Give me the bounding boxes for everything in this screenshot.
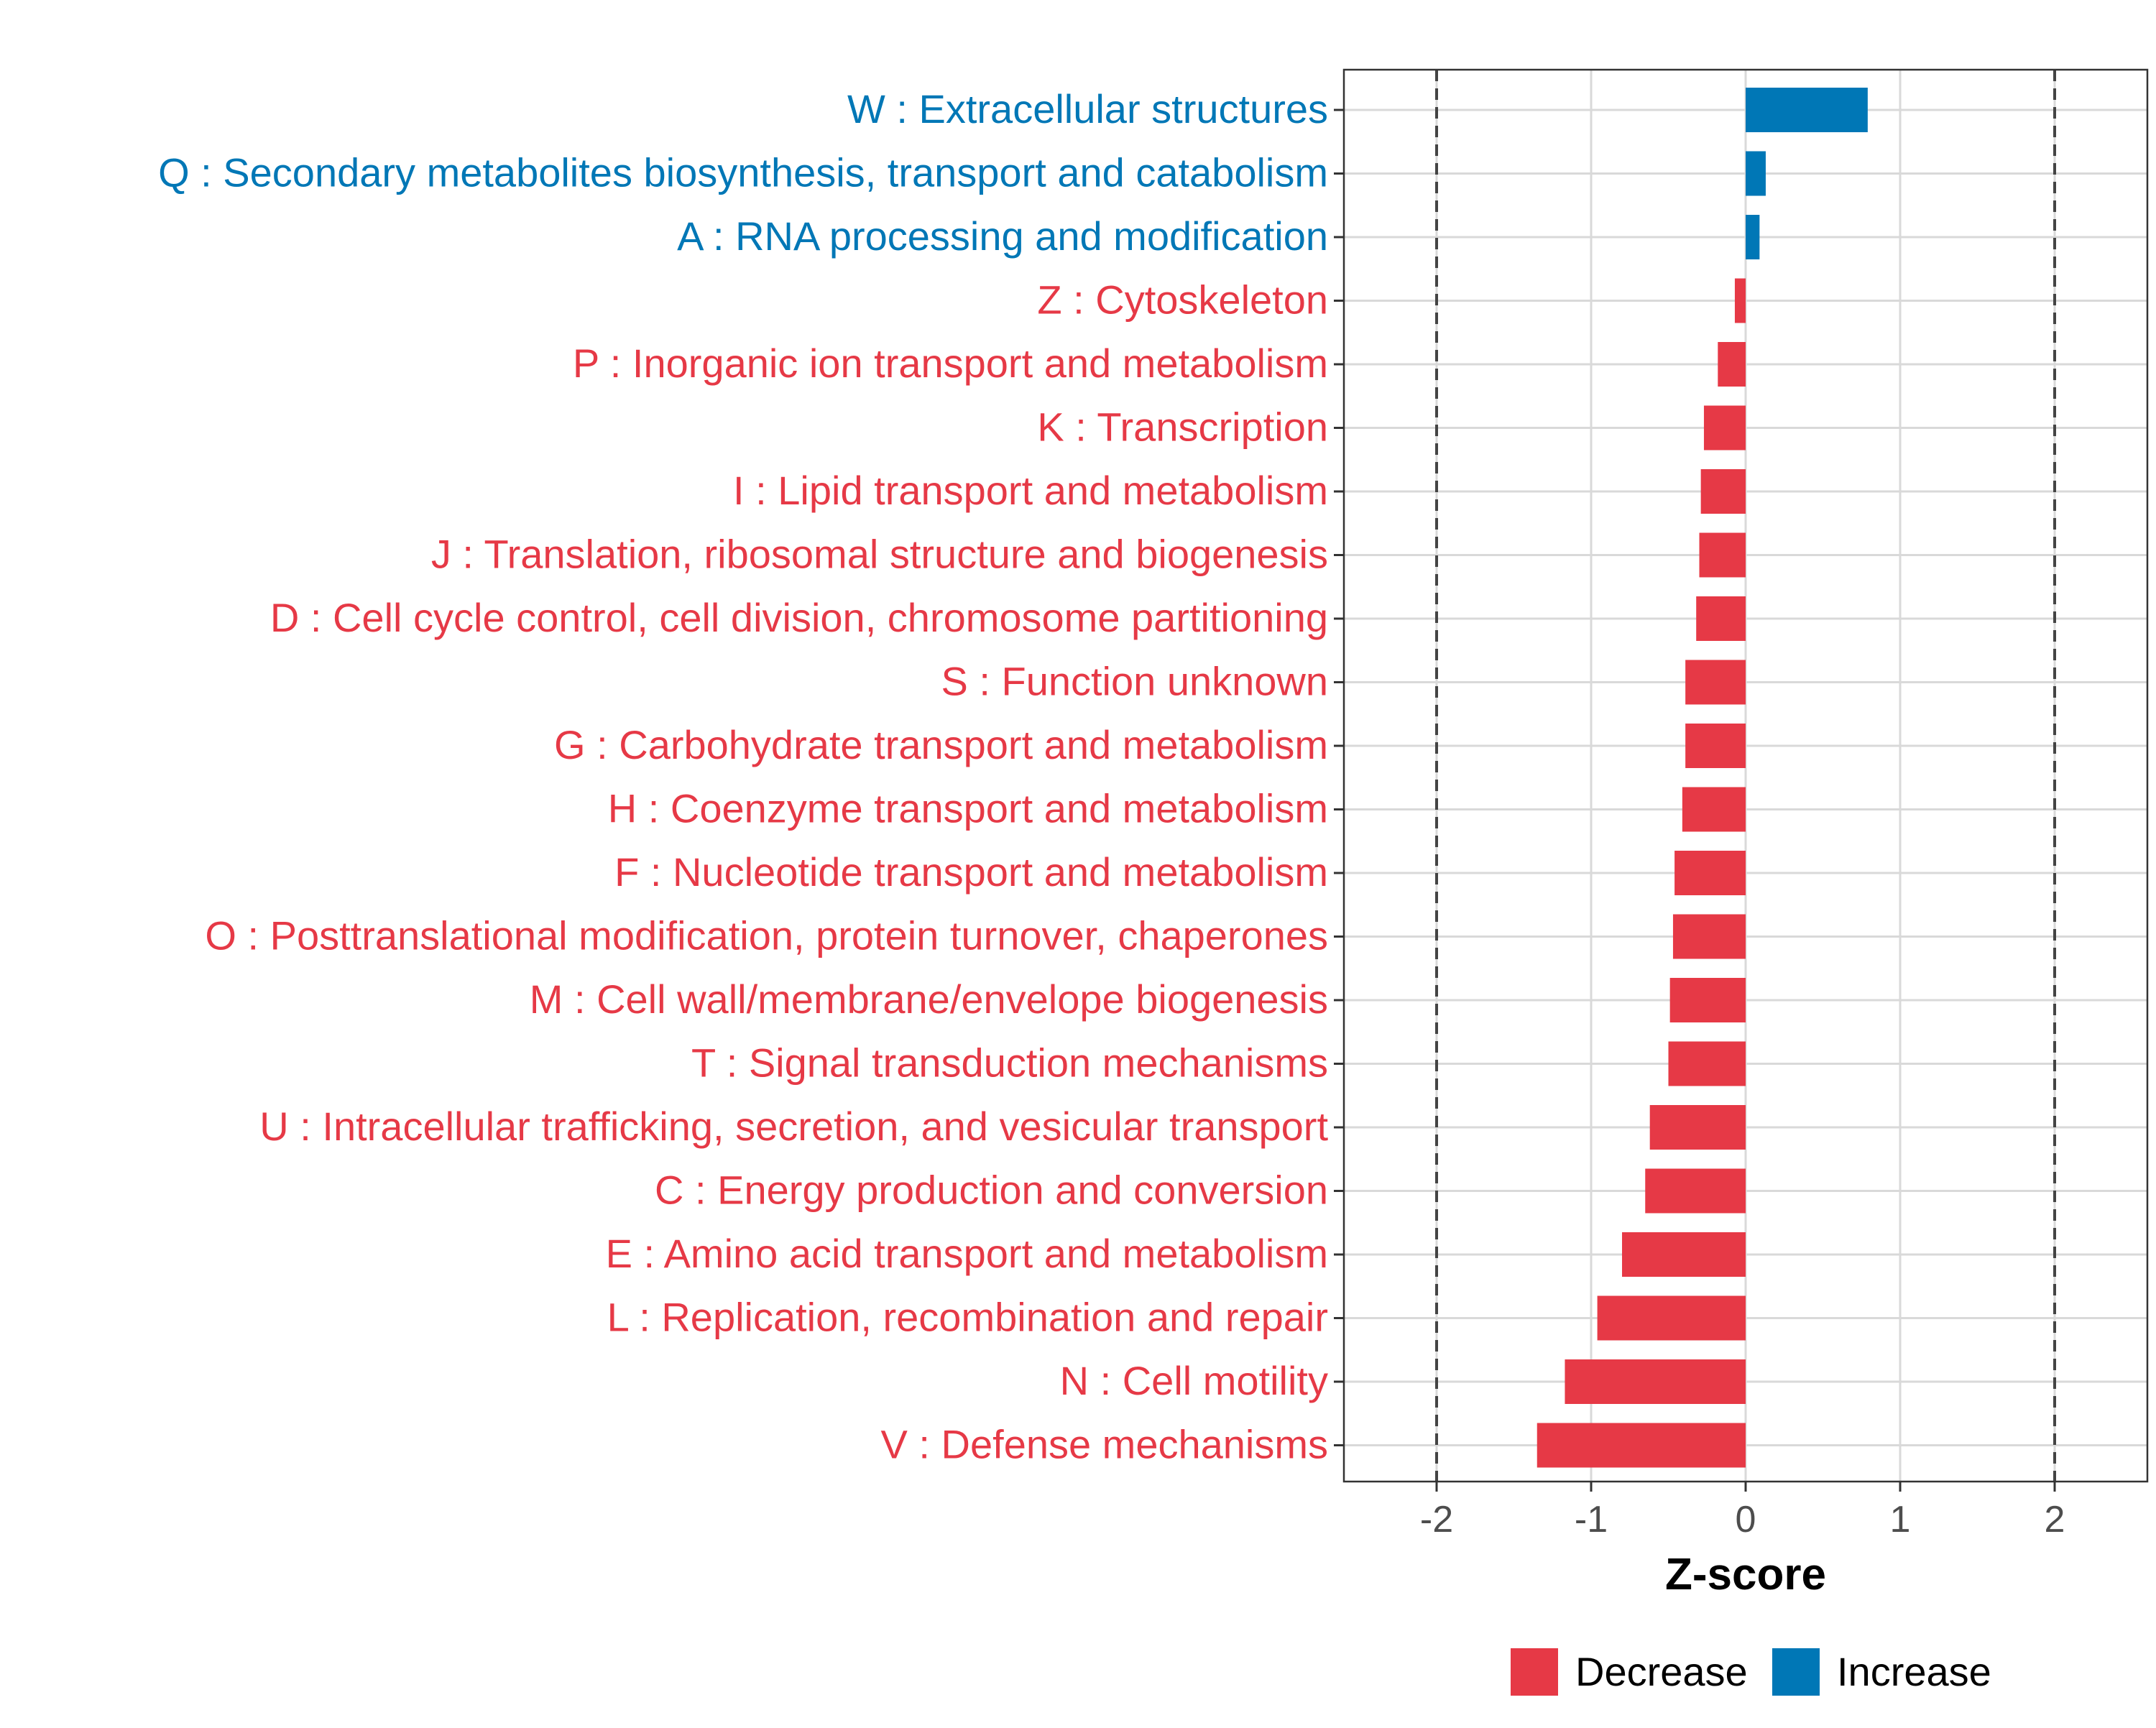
- x-tick-label-1: -1: [1575, 1499, 1608, 1540]
- legend-label-increase: Increase: [1837, 1649, 1991, 1694]
- bar-21: [1537, 1423, 1746, 1468]
- y-tick-label-2: A : RNA processing and modification: [677, 213, 1328, 259]
- y-tick-label-17: C : Energy production and conversion: [655, 1168, 1328, 1213]
- bar-18: [1622, 1232, 1746, 1277]
- y-tick-label-7: J : Translation, ribosomal structure and…: [431, 532, 1328, 577]
- bar-0: [1746, 88, 1868, 132]
- x-tick-label-4: 2: [2045, 1499, 2065, 1540]
- bar-13: [1672, 914, 1746, 959]
- bar-16: [1649, 1105, 1746, 1150]
- legend-key-increase: [1772, 1648, 1820, 1696]
- bar-7: [1699, 532, 1746, 578]
- bar-12: [1674, 851, 1746, 895]
- bars-layer: [1537, 88, 1868, 1468]
- bar-1: [1746, 151, 1766, 196]
- bar-10: [1685, 724, 1746, 768]
- y-tick-label-14: M : Cell wall/membrane/envelope biogenes…: [530, 976, 1328, 1022]
- bar-17: [1645, 1168, 1746, 1214]
- x-axis: -2 -1 0 1 2: [1420, 1482, 2065, 1540]
- y-tick-label-10: G : Carbohydrate transport and metabolis…: [554, 722, 1328, 767]
- legend-label-decrease: Decrease: [1575, 1649, 1748, 1694]
- y-tick-label-19: L : Replication, recombination and repai…: [607, 1295, 1328, 1340]
- bar-2: [1746, 215, 1760, 259]
- y-tick-label-20: N : Cell motility: [1060, 1358, 1328, 1403]
- y-tick-label-1: Q : Secondary metabolites biosynthesis, …: [158, 150, 1328, 195]
- y-tick-label-5: K : Transcription: [1037, 405, 1328, 450]
- bar-3: [1734, 278, 1746, 323]
- bar-15: [1668, 1041, 1746, 1086]
- y-tick-label-12: F : Nucleotide transport and metabolism: [614, 849, 1328, 895]
- y-tick-label-8: D : Cell cycle control, cell division, c…: [270, 595, 1328, 640]
- bar-20: [1565, 1359, 1746, 1404]
- y-tick-label-16: U : Intracellular trafficking, secretion…: [259, 1104, 1328, 1149]
- x-tick-label-0: -2: [1420, 1499, 1453, 1540]
- y-tick-label-11: H : Coenzyme transport and metabolism: [608, 786, 1328, 831]
- bar-11: [1682, 787, 1746, 832]
- y-tick-label-15: T : Signal transduction mechanisms: [691, 1040, 1328, 1086]
- reference-lines: [1435, 70, 2056, 1482]
- bar-8: [1696, 596, 1746, 641]
- bar-14: [1669, 978, 1746, 1022]
- y-tick-label-18: E : Amino acid transport and metabolism: [606, 1231, 1328, 1276]
- x-tick-label-2: 0: [1736, 1499, 1756, 1540]
- y-tick-label-9: S : Function unknown: [941, 659, 1328, 704]
- x-axis-title: Z-score: [1665, 1550, 1826, 1599]
- y-tick-label-13: O : Posttranslational modification, prot…: [205, 913, 1328, 958]
- y-tick-label-0: W : Extracellular structures: [847, 86, 1328, 131]
- y-tick-label-21: V : Defense mechanisms: [881, 1422, 1328, 1467]
- bar-6: [1700, 469, 1746, 514]
- y-tick-label-6: I : Lipid transport and metabolism: [733, 468, 1328, 513]
- bar-5: [1703, 405, 1746, 451]
- x-tick-label-3: 1: [1890, 1499, 1911, 1540]
- bar-9: [1685, 660, 1746, 705]
- y-tick-label-4: P : Inorganic ion transport and metaboli…: [573, 341, 1328, 386]
- bar-4: [1718, 342, 1746, 387]
- legend: Decrease Increase: [1511, 1648, 1991, 1696]
- y-axis: W : Extracellular structures Q : Secondar…: [158, 86, 1344, 1467]
- y-tick-label-3: Z : Cytoskeleton: [1037, 277, 1328, 323]
- legend-key-decrease: [1511, 1648, 1558, 1696]
- bar-19: [1597, 1295, 1746, 1341]
